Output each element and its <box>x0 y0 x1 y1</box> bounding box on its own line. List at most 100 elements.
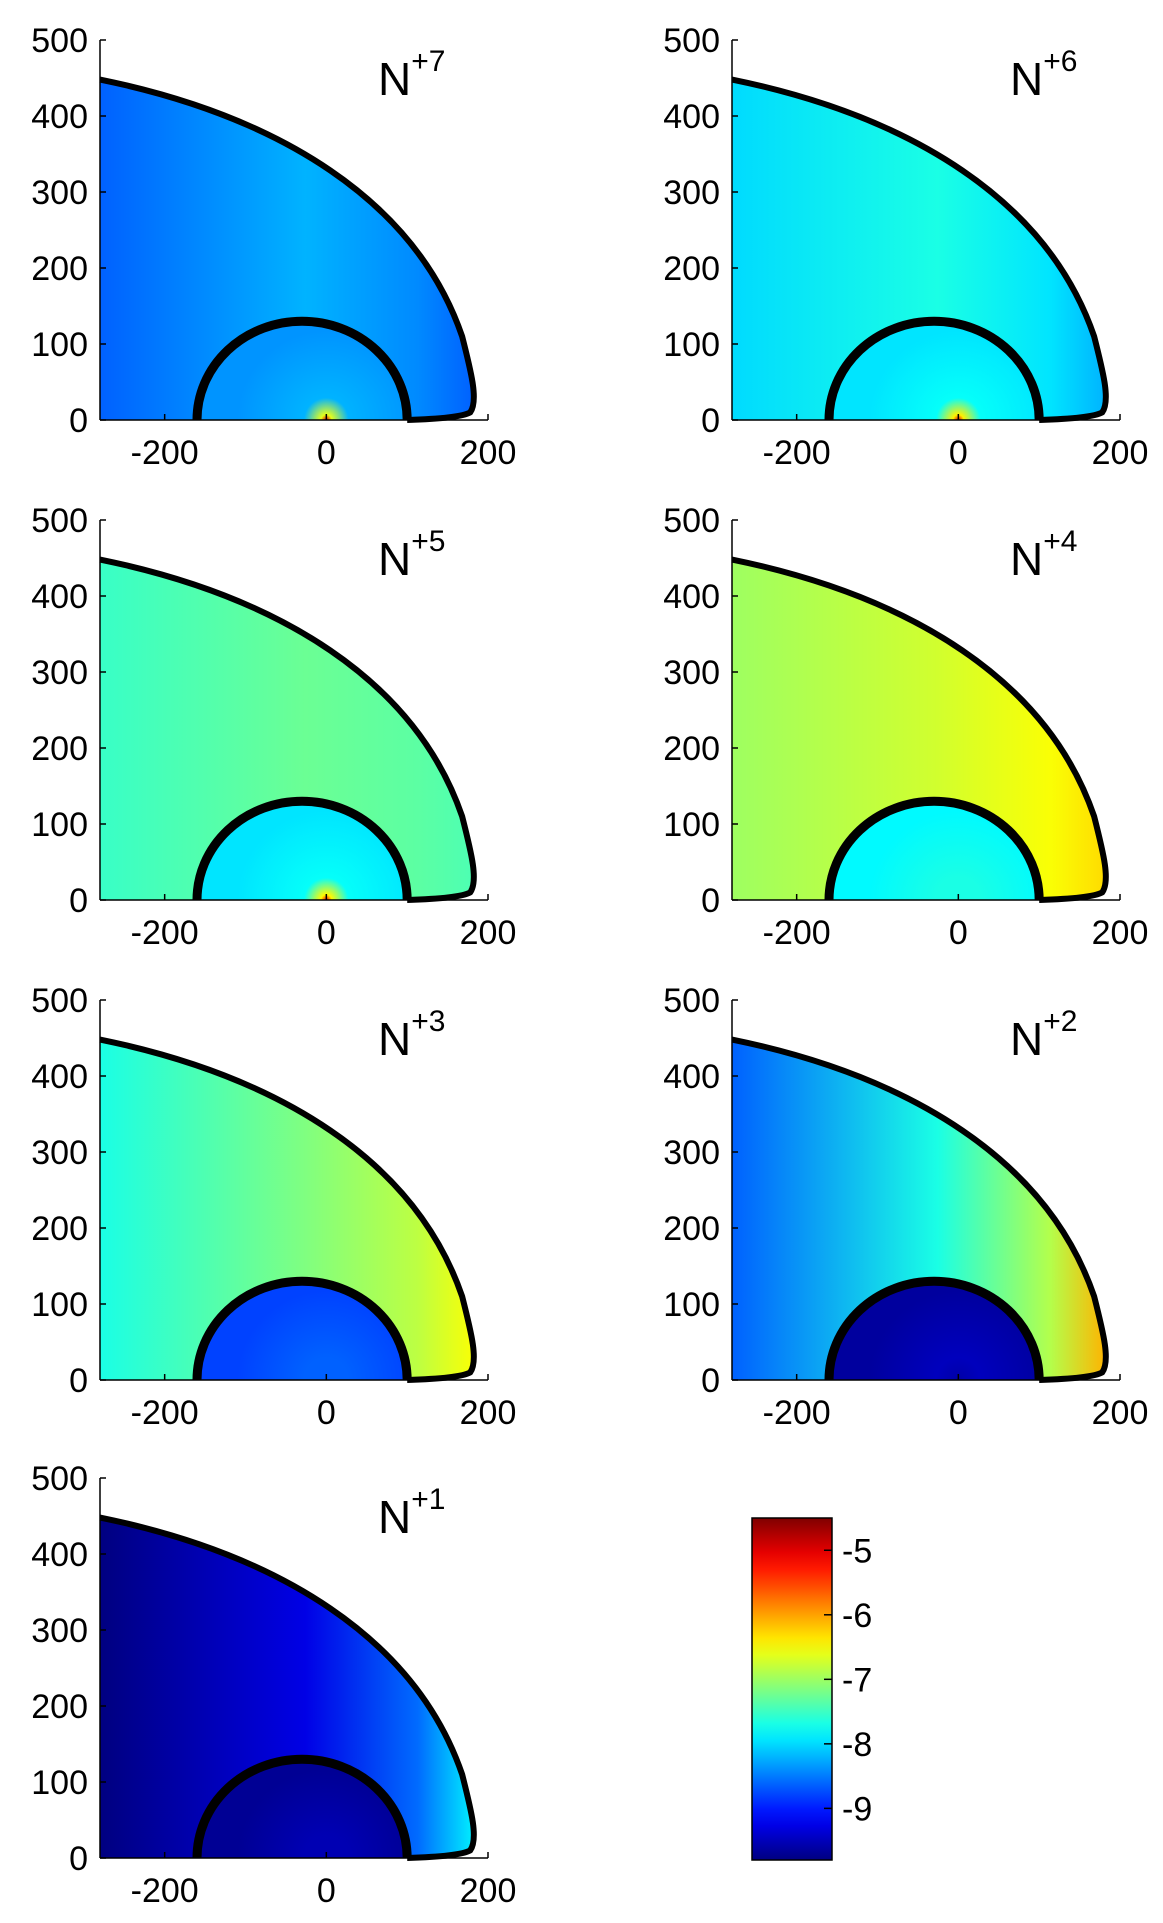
y-tick-label: 100 <box>31 326 88 364</box>
outer-region <box>100 1039 474 1380</box>
panel-title: N+5 <box>378 525 445 585</box>
y-tick-label: 0 <box>701 1362 720 1400</box>
bow-shock-line <box>99 1514 477 1861</box>
panel-N+4: 0 100 200 300 400 500 -200 0 200 N+4 <box>663 502 1148 952</box>
x-tick-label: 200 <box>460 914 517 952</box>
x-tick-label: 0 <box>317 1394 336 1432</box>
x-tick-label: 200 <box>1092 434 1149 472</box>
contact-surface-line <box>192 1276 412 1381</box>
y-tick-label: 0 <box>69 1840 88 1878</box>
contact-surface-line <box>824 1276 1044 1381</box>
panel-title: N+2 <box>1010 1005 1077 1065</box>
panel-title: N+6 <box>1010 45 1077 105</box>
ion-symbol: N <box>1010 1013 1043 1065</box>
y-tick-label: 300 <box>31 654 88 692</box>
x-tick-label: 0 <box>317 914 336 952</box>
y-tick-label: 400 <box>31 98 88 136</box>
panel-N+1: 0 100 200 300 400 500 -200 0 200 N+1 <box>31 1460 516 1910</box>
panel-title: N+7 <box>378 45 445 105</box>
panel-title: N+4 <box>1010 525 1077 585</box>
x-tick-label: -200 <box>131 434 199 472</box>
bow-shock-line <box>99 76 477 423</box>
x-tick-label: 200 <box>1092 914 1149 952</box>
ion-symbol: N <box>378 1013 411 1065</box>
y-tick-label: 0 <box>701 402 720 440</box>
outer-region <box>732 1039 1106 1380</box>
y-tick-label: 200 <box>663 250 720 288</box>
ion-symbol: N <box>378 53 411 105</box>
x-tick-label: 200 <box>460 434 517 472</box>
y-tick-label: 400 <box>31 1536 88 1574</box>
bow-shock-line <box>731 76 1109 423</box>
outer-region <box>732 79 1106 421</box>
panel-N+6: 0 100 200 300 400 500 -200 0 200 N+6 <box>663 22 1148 472</box>
y-tick-label: 500 <box>31 22 88 60</box>
panel-title: N+1 <box>378 1483 445 1543</box>
panel-N+3: 0 100 200 300 400 500 -200 0 200 N+3 <box>31 982 516 1432</box>
y-tick-label: 100 <box>31 806 88 844</box>
y-tick-label: 300 <box>31 1612 88 1650</box>
ion-charge: +7 <box>411 45 445 78</box>
colorbar-scale <box>751 1517 833 1861</box>
y-tick-label: 200 <box>31 250 88 288</box>
x-tick-label: 0 <box>317 1872 336 1910</box>
y-tick-label: 500 <box>31 1460 88 1498</box>
inner-region <box>829 321 1040 420</box>
y-tick-label: 300 <box>31 1134 88 1172</box>
inner-region <box>197 801 408 900</box>
contact-surface-line <box>192 1754 412 1859</box>
bow-shock-line <box>99 556 477 903</box>
ion-charge: +2 <box>1043 1005 1077 1038</box>
y-tick-label: 200 <box>31 1688 88 1726</box>
panel-title: N+3 <box>378 1005 445 1065</box>
x-tick-label: 200 <box>460 1872 517 1910</box>
colorbar-tick-label: -6 <box>842 1597 872 1635</box>
outer-region <box>100 559 474 900</box>
y-tick-label: 500 <box>663 982 720 1020</box>
ion-symbol: N <box>378 1491 411 1543</box>
x-tick-label: 0 <box>949 914 968 952</box>
bow-shock-line <box>731 556 1109 903</box>
y-tick-label: 400 <box>663 1058 720 1096</box>
ion-symbol: N <box>1010 533 1043 585</box>
y-tick-label: 500 <box>31 982 88 1020</box>
y-tick-label: 100 <box>31 1286 88 1324</box>
y-tick-label: 200 <box>31 1210 88 1248</box>
panel-N+5: 0 100 200 300 400 500 -200 0 200 N+5 <box>31 502 516 952</box>
ion-symbol: N <box>378 533 411 585</box>
ion-charge: +1 <box>411 1483 445 1516</box>
colorbar-tick-label: -8 <box>842 1726 872 1764</box>
inner-region <box>197 321 408 420</box>
x-tick-label: -200 <box>131 914 199 952</box>
bow-shock-line <box>731 1036 1109 1383</box>
y-tick-label: 500 <box>31 502 88 540</box>
colorbar-tick-label: -7 <box>842 1661 872 1699</box>
y-tick-label: 200 <box>663 1210 720 1248</box>
panel-N+7: 0 100 200 300 400 500 -200 0 200 N+7 <box>31 22 516 472</box>
x-tick-label: -200 <box>763 1394 831 1432</box>
y-tick-label: 100 <box>663 806 720 844</box>
x-tick-label: 200 <box>460 1394 517 1432</box>
x-tick-label: -200 <box>131 1394 199 1432</box>
panel-N+2: 0 100 200 300 400 500 -200 0 200 N+2 <box>663 982 1148 1432</box>
inner-region <box>197 1281 408 1380</box>
bow-shock-line <box>99 1036 477 1383</box>
ion-charge: +6 <box>1043 45 1077 78</box>
inner-region <box>197 1759 408 1858</box>
y-tick-label: 400 <box>31 1058 88 1096</box>
ion-symbol: N <box>1010 53 1043 105</box>
contact-surface-line <box>824 316 1044 421</box>
x-tick-label: -200 <box>763 914 831 952</box>
inner-region <box>829 801 1040 900</box>
y-tick-label: 400 <box>31 578 88 616</box>
ion-charge: +5 <box>411 525 445 558</box>
colorbar-tick-label: -9 <box>842 1790 872 1828</box>
outer-region <box>732 559 1106 900</box>
x-tick-label: 0 <box>317 434 336 472</box>
y-tick-label: 100 <box>663 326 720 364</box>
colorbar-tick-label: -5 <box>842 1532 872 1570</box>
colorbar: -5 -6 -7 -8 -9 <box>751 1517 872 1861</box>
y-tick-label: 0 <box>69 882 88 920</box>
y-tick-label: 100 <box>663 1286 720 1324</box>
